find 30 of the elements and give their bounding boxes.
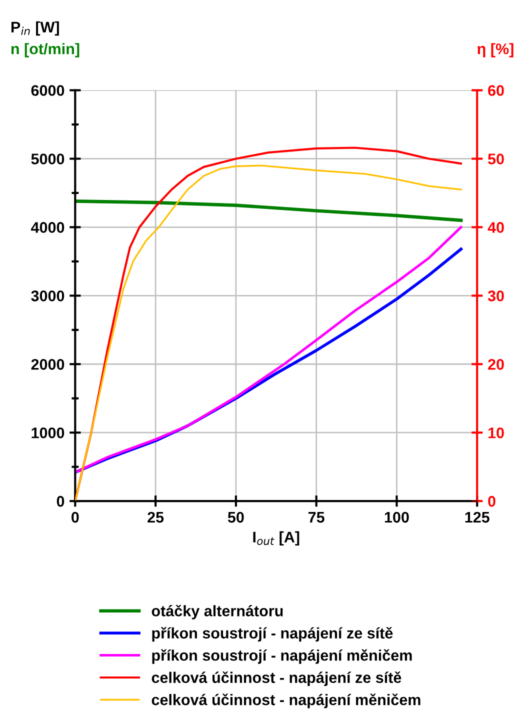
legend-label: příkon soustrojí - napájení ze sítě: [152, 627, 393, 642]
y-tick-label: 0: [56, 496, 64, 507]
y2-tick-label: 0: [488, 496, 496, 507]
x-tick-label: 25: [148, 512, 164, 523]
y2-axis-title: η [%]: [478, 43, 514, 58]
y-tick-label: 1000: [32, 427, 64, 438]
x-axis-title: I$_{out}$ [A]: [253, 531, 300, 546]
x-tick-label: 125: [465, 512, 490, 523]
y2-tick-label: 10: [488, 427, 504, 438]
y2-tick-label: 20: [488, 358, 504, 370]
line-series: [75, 200, 463, 222]
legend-label: otáčky alternátoru: [152, 604, 283, 620]
y-tick-label: 5000: [31, 154, 64, 164]
legend-label: příkon soustrojí - napájení měničem: [152, 649, 412, 664]
y2-tick-label: 60: [488, 85, 504, 96]
y2-tick-label: 30: [488, 290, 504, 302]
text: n [ot/min]: [11, 43, 80, 58]
y-tick-label: 6000: [31, 85, 64, 96]
legend-label: celková účinnost - napájení ze sítě: [152, 671, 402, 686]
legend-label: celková účinnost - napájení měničem: [152, 694, 420, 708]
x-tick-label: 50: [228, 512, 244, 523]
y2-tick-label: 50: [488, 154, 504, 164]
y2-tick-label: 40: [488, 222, 504, 233]
y-axis-title: P$_{in}$ [W]: [11, 21, 59, 36]
x-tick-label: 0: [72, 512, 79, 523]
y-tick-label: 3000: [31, 290, 64, 302]
x-tick-label: 75: [308, 512, 324, 523]
y-tick-label: 4000: [31, 222, 64, 233]
y-tick-label: 2000: [31, 358, 64, 370]
x-tick-label: 100: [384, 512, 409, 523]
